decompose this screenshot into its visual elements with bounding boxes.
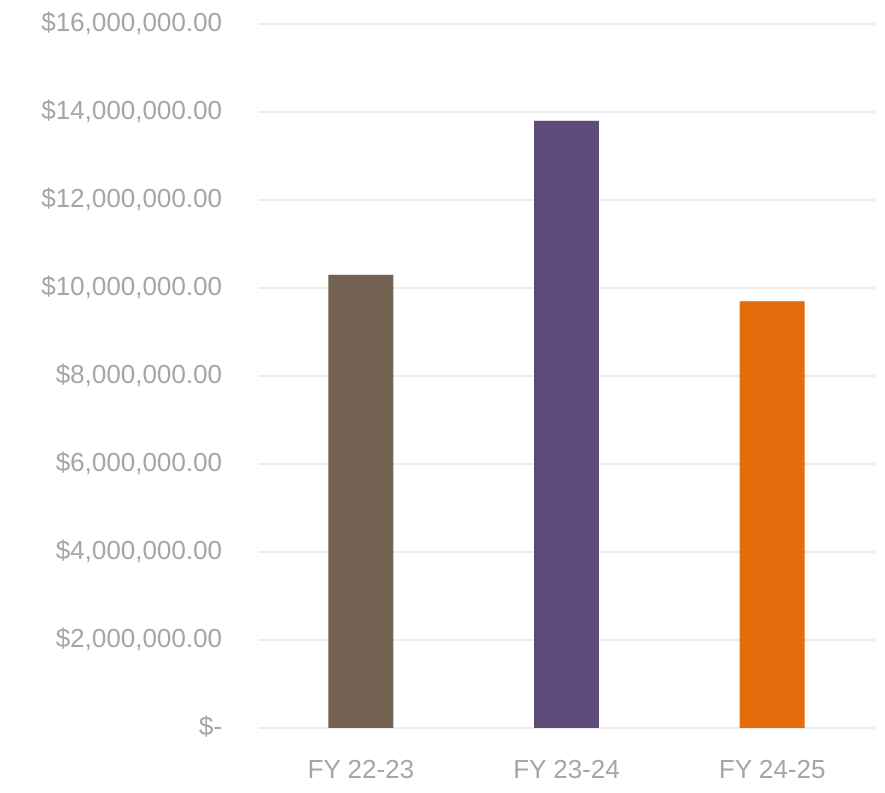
x-tick-label: FY 22-23 xyxy=(308,754,414,784)
y-tick-label: $12,000,000.00 xyxy=(41,183,222,213)
y-tick-label: $- xyxy=(199,711,222,741)
bar xyxy=(739,301,805,728)
bar xyxy=(328,274,394,728)
y-tick-label: $16,000,000.00 xyxy=(41,7,222,37)
y-tick-label: $8,000,000.00 xyxy=(56,359,222,389)
y-tick-label: $2,000,000.00 xyxy=(56,623,222,653)
y-tick-label: $14,000,000.00 xyxy=(41,95,222,125)
bar xyxy=(534,120,599,729)
x-tick-label: FY 23-24 xyxy=(513,754,619,784)
x-tick-label: FY 24-25 xyxy=(719,754,825,784)
y-tick-label: $6,000,000.00 xyxy=(56,447,222,477)
y-tick-label: $10,000,000.00 xyxy=(41,271,222,301)
y-tick-label: $4,000,000.00 xyxy=(56,535,222,565)
